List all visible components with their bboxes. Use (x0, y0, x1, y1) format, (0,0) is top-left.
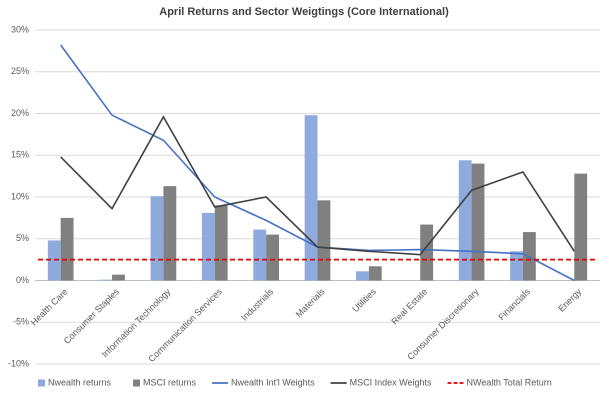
bar (574, 173, 588, 281)
bar (60, 217, 74, 281)
bar (99, 279, 113, 281)
bar (510, 251, 523, 281)
y-tick-label: 20% (11, 108, 29, 118)
legend-item: Nwealth returns (38, 377, 112, 387)
bar (356, 271, 369, 281)
x-tick-label: Financials (496, 286, 532, 322)
y-tick-label: 25% (11, 66, 29, 76)
bar (420, 224, 434, 281)
bar (163, 186, 177, 281)
legend-item: MSCI Index Weights (330, 377, 432, 387)
bar (150, 196, 164, 281)
y-tick-label: 0% (16, 275, 29, 285)
legend-item: NWealth Total Return (447, 377, 552, 387)
x-tick-label: Industrials (239, 286, 275, 322)
bar (112, 274, 125, 281)
x-tick-label: Utilities (350, 286, 378, 314)
legend-label: Nwealth Int'l Weights (231, 377, 315, 387)
legend-item: MSCI returns (133, 377, 197, 387)
legend-item: Nwealth Int'l Weights (212, 377, 315, 387)
bar (201, 212, 215, 281)
bar (214, 205, 228, 281)
chart-title: April Returns and Sector Weigtings (Core… (159, 6, 449, 18)
x-tick-label: Consumer Staples (62, 286, 122, 346)
y-tick-label: 5% (16, 233, 29, 243)
legend-label: MSCI Index Weights (350, 377, 432, 387)
legend-label: NWealth Total Return (467, 377, 552, 387)
bar (368, 266, 382, 281)
legend-label: Nwealth returns (48, 377, 112, 387)
y-tick-label: 15% (11, 150, 29, 160)
bar (471, 163, 485, 281)
line (60, 115, 575, 256)
bar (253, 229, 267, 281)
bar (317, 200, 331, 281)
x-tick-label: Energy (556, 286, 584, 314)
bar (266, 234, 279, 281)
bar (304, 115, 318, 281)
x-tick-label: Real Estate (389, 287, 429, 327)
bar (458, 160, 472, 281)
legend-label: MSCI returns (143, 377, 197, 387)
legend-swatch (38, 379, 45, 387)
y-tick-label: 30% (11, 24, 29, 34)
y-tick-label: -5% (13, 317, 29, 327)
y-tick-label: 10% (11, 191, 29, 201)
x-tick-label: Health Care (29, 287, 70, 328)
x-tick-label: Materials (294, 286, 327, 319)
legend-swatch (133, 379, 141, 387)
y-tick-label: -10% (8, 358, 29, 368)
